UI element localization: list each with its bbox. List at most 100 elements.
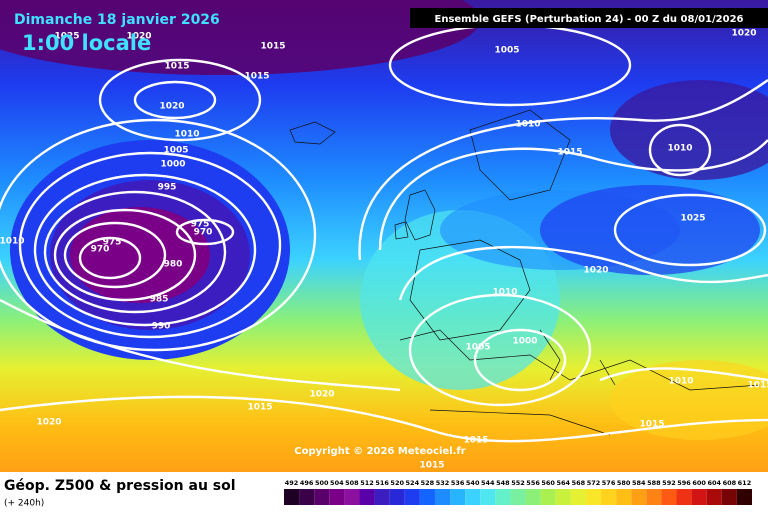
scale-label: 492: [285, 479, 299, 487]
scale-swatch: [359, 489, 375, 505]
scale-swatch: [314, 489, 330, 505]
scale-swatch: [434, 489, 451, 505]
scale-swatch: [284, 489, 300, 505]
isobar-label: 1015: [463, 436, 488, 446]
scale-swatch: [570, 489, 586, 505]
scale-swatch: [480, 489, 496, 505]
model-label: Ensemble GEFS (Perturbation 24) - 00 Z d…: [435, 14, 744, 25]
scale-swatch: [646, 489, 662, 505]
scale-label: 560: [541, 479, 555, 487]
isobar-label: 975: [103, 238, 122, 248]
scale-label: 608: [723, 479, 737, 487]
scale-swatch: [525, 489, 541, 505]
scale-label: 568: [572, 479, 586, 487]
scale-swatch: [601, 489, 617, 505]
scale-label: 496: [300, 479, 314, 487]
scale-swatch: [540, 489, 556, 505]
isobar-label: 1020: [309, 390, 334, 400]
isobar-label: 1005: [163, 146, 188, 156]
scale-label: 588: [647, 479, 661, 487]
isobar-label: 1020: [126, 32, 151, 42]
footer-title: Géop. Z500 & pression au sol: [4, 478, 236, 494]
isobar-label: 1020: [731, 29, 756, 39]
scale-label: 520: [390, 479, 404, 487]
scale-label: 500: [315, 479, 329, 487]
scale-swatch: [676, 489, 692, 505]
isobar-label: 1020: [36, 418, 61, 428]
scale-label: 552: [511, 479, 525, 487]
scale-swatch: [555, 489, 571, 505]
scale-swatch: [465, 489, 481, 505]
scale-swatch: [691, 489, 707, 505]
scale-label: 572: [587, 479, 601, 487]
scale-label: 600: [692, 479, 706, 487]
isobar-label: 1010: [174, 130, 199, 140]
isobar-label: 1020: [159, 102, 184, 112]
footer-lead: (+ 240h): [4, 499, 44, 509]
scale-label: 536: [451, 479, 465, 487]
scale-swatch: [661, 489, 677, 505]
scale-label: 532: [436, 479, 450, 487]
isobar-label: 1005: [494, 46, 519, 56]
isobar-label: 975: [191, 220, 210, 230]
scale-label: 516: [375, 479, 389, 487]
isobar-label: 1010: [515, 120, 540, 130]
scale-swatch: [299, 489, 315, 505]
scale-label: 540: [466, 479, 480, 487]
scale-swatch: [419, 489, 435, 505]
map-background: [0, 0, 768, 472]
scale-swatch: [495, 489, 511, 505]
scale-swatch: [721, 489, 737, 505]
isobar-label: 1015: [419, 461, 444, 471]
time-label: 1:00 locale: [22, 31, 151, 55]
isobar-label: 1015: [557, 148, 582, 158]
isobar-label: 1025: [54, 32, 79, 42]
scale-label: 612: [738, 479, 752, 487]
color-scale: 492 496 500 504 508 512 516 520 524 528 532 536 540 5…: [284, 479, 752, 505]
isobar-label: 985: [150, 295, 169, 305]
scale-swatch: [329, 489, 345, 505]
scale-swatch: [389, 489, 405, 505]
scale-swatch: [585, 489, 602, 505]
scale-label: 580: [617, 479, 631, 487]
scale-label: 512: [360, 479, 374, 487]
isobar-label: 1000: [512, 337, 537, 347]
isobar-label: 1015: [244, 72, 269, 82]
isobar-label: 1020: [583, 266, 608, 276]
scale-swatch: [736, 489, 752, 505]
date-label: Dimanche 18 janvier 2026: [14, 12, 220, 28]
scale-label: 584: [632, 479, 646, 487]
isobar-label: 1015: [247, 403, 272, 413]
isobar-labels: 1025 1020 1015 1005 1020 1015 1015 1020 …: [0, 29, 768, 471]
isobar-label: 980: [164, 260, 183, 270]
isobar-label: 1015: [164, 62, 189, 72]
scale-swatch: [404, 489, 420, 505]
isobar-label: 1005: [465, 343, 490, 353]
scale-swatch: [344, 489, 360, 505]
scale-label: 508: [345, 479, 359, 487]
scale-swatch: [450, 489, 466, 505]
isobar-label: 1000: [160, 160, 185, 170]
scale-label: 544: [481, 479, 495, 487]
scale-label: 576: [602, 479, 616, 487]
scale-label: 592: [662, 479, 676, 487]
isobar-label: 1010: [668, 377, 693, 387]
isobar-label: 1015: [260, 42, 285, 52]
scale-swatch: [374, 489, 390, 505]
scale-swatch: [631, 489, 647, 505]
scale-label: 548: [496, 479, 510, 487]
scale-label: 528: [421, 479, 435, 487]
scale-label: 564: [557, 479, 571, 487]
isobar-label: 990: [152, 322, 171, 332]
scale-label: 556: [526, 479, 540, 487]
isobar-label: 995: [158, 183, 177, 193]
isobar-label: 1010: [667, 144, 692, 154]
scale-label: 596: [677, 479, 691, 487]
scale-label: 504: [330, 479, 344, 487]
scale-label: 524: [406, 479, 420, 487]
scale-swatch: [616, 489, 632, 505]
isobar-label: 970: [91, 245, 110, 255]
scale-swatch: [706, 489, 722, 505]
isobar-label: 1015: [747, 381, 768, 391]
